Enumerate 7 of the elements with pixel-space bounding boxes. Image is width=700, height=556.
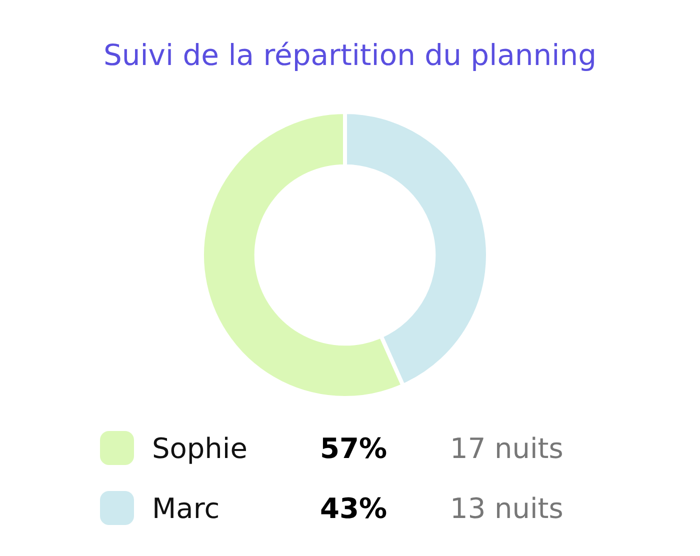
legend-label: Sophie [152, 432, 248, 464]
chart-title: Suivi de la répartition du planning [102, 38, 598, 72]
legend-label: Marc [152, 492, 221, 524]
text: 43% [320, 492, 388, 524]
data-label: 13 nuits [450, 492, 564, 524]
data-label: 17 nuits [450, 432, 564, 464]
text: 57% [320, 432, 388, 464]
